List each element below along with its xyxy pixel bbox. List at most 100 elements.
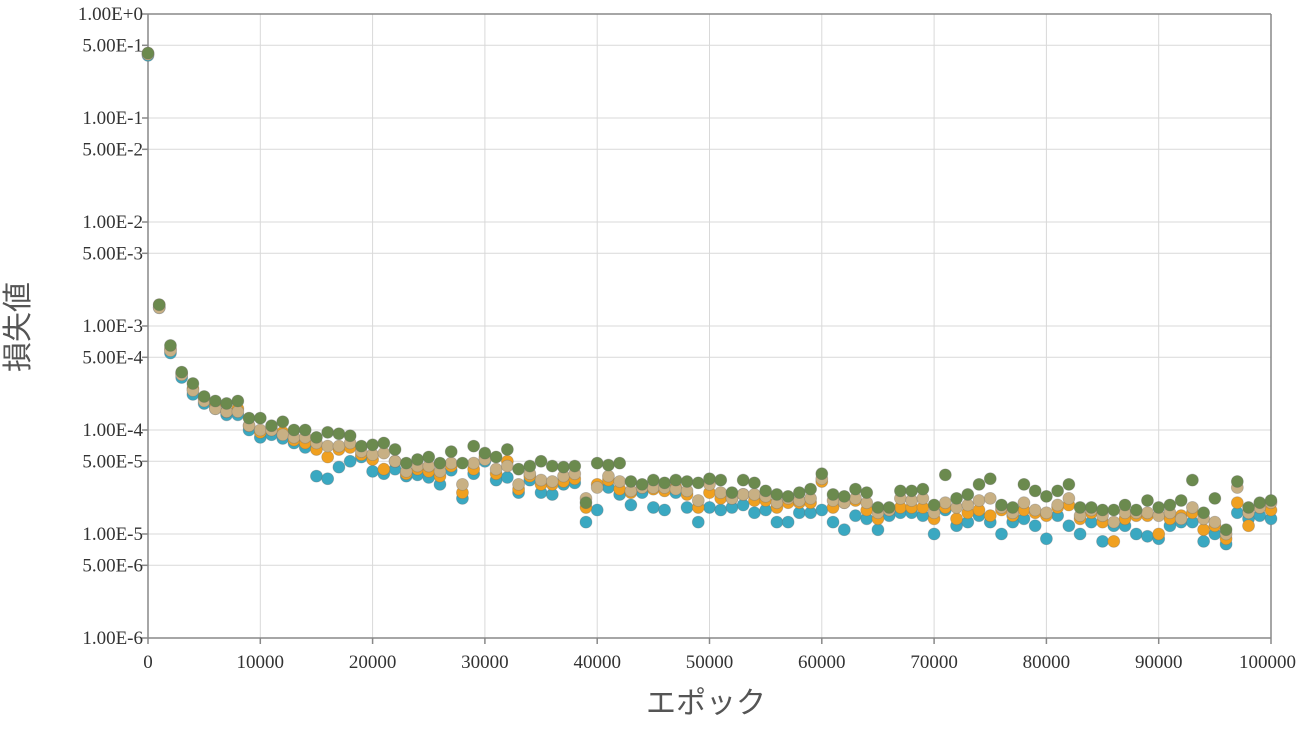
data-point-series-3 <box>276 428 290 442</box>
data-point-series-1 <box>826 515 840 529</box>
x-tick-label: 90000 <box>1135 652 1183 673</box>
data-point-series-4 <box>141 46 155 60</box>
data-point-series-4 <box>534 454 548 468</box>
data-point-series-4 <box>1118 498 1132 512</box>
x-tick-label: 10000 <box>237 652 285 673</box>
data-point-series-4 <box>736 473 750 487</box>
data-point-series-3 <box>736 488 750 501</box>
data-point-series-3 <box>444 456 458 470</box>
data-point-series-4 <box>1040 489 1053 503</box>
y-tick-label: 5.00E-6 <box>82 555 143 576</box>
data-point-series-3 <box>489 462 503 476</box>
data-point-series-1 <box>624 498 638 512</box>
data-point-series-2 <box>950 512 963 526</box>
data-point-series-1 <box>1096 534 1109 548</box>
data-point-series-2 <box>321 450 335 464</box>
axes <box>142 13 1272 644</box>
data-point-series-1 <box>500 471 514 484</box>
data-point-series-3 <box>714 486 728 500</box>
y-tick-label: 5.00E-3 <box>82 243 143 264</box>
data-point-series-4 <box>354 439 368 453</box>
data-point-series-4 <box>1006 501 1020 514</box>
data-point-series-4 <box>1096 503 1109 517</box>
data-point-series-4 <box>175 365 189 379</box>
data-point-series-4 <box>781 489 795 503</box>
y-tick-label: 5.00E-5 <box>82 451 143 472</box>
y-tick-label: 1.00E-5 <box>82 524 143 545</box>
data-point-series-4 <box>770 488 784 501</box>
data-point-series-4 <box>1230 475 1244 488</box>
data-point-series-4 <box>1253 496 1267 510</box>
data-point-series-1 <box>1141 529 1154 543</box>
data-point-series-4 <box>444 445 458 458</box>
data-point-series-1 <box>1062 519 1076 533</box>
y-tick-label: 5.00E-2 <box>82 139 143 160</box>
data-point-series-4 <box>422 450 436 464</box>
data-point-series-4 <box>298 423 312 437</box>
y-tick-label: 5.00E-4 <box>82 347 143 368</box>
data-point-series-4 <box>242 411 256 425</box>
data-point-series-3 <box>1185 501 1199 514</box>
data-point-series-3 <box>1051 498 1065 512</box>
data-point-series-1 <box>815 503 829 517</box>
data-point-series-4 <box>152 298 166 312</box>
data-point-series-1 <box>1129 527 1143 541</box>
data-point-series-3 <box>1062 491 1076 505</box>
data-point-series-4 <box>815 467 829 481</box>
data-point-series-4 <box>602 458 615 472</box>
data-point-series-1 <box>579 515 593 529</box>
data-point-series-3 <box>1107 515 1121 529</box>
data-point-series-1 <box>646 501 660 514</box>
data-point-series-4 <box>860 486 874 500</box>
data-point-series-4 <box>208 394 222 408</box>
data-point-series-4 <box>411 453 424 466</box>
data-point-series-4 <box>894 484 907 498</box>
data-point-series-4 <box>635 477 649 491</box>
data-point-series-3 <box>545 475 559 488</box>
data-point-series-4 <box>1219 523 1233 537</box>
data-point-series-3 <box>1028 503 1042 517</box>
data-point-series-4 <box>568 459 582 473</box>
data-point-series-3 <box>972 494 986 507</box>
data-point-series-4 <box>1017 477 1031 491</box>
data-point-series-4 <box>714 473 728 487</box>
data-point-series-3 <box>467 456 481 470</box>
data-point-series-1 <box>1028 519 1042 533</box>
tick-labels: 1.00E+0 5.00E-1 1.00E-1 5.00E-2 1.00E-2 5.00E… <box>78 4 1296 673</box>
data-point-series-4 <box>433 456 447 470</box>
data-point-series-4 <box>703 472 716 486</box>
data-point-series-4 <box>1185 473 1199 487</box>
y-tick-label: 1.00E-3 <box>82 316 143 337</box>
data-point-series-4 <box>759 484 773 498</box>
data-point-series-4 <box>983 472 997 486</box>
data-point-series-4 <box>995 498 1008 512</box>
data-point-series-1 <box>332 460 346 474</box>
data-point-series-4 <box>1242 501 1255 514</box>
data-point-series-4 <box>882 501 896 514</box>
data-point-series-3 <box>456 477 469 491</box>
data-point-series-4 <box>748 476 761 490</box>
data-point-series-1 <box>871 523 885 537</box>
data-point-series-4 <box>792 486 806 500</box>
x-axis-title: エポック <box>646 686 766 721</box>
data-point-series-4 <box>489 450 503 464</box>
data-point-series-4 <box>1051 484 1065 498</box>
x-tick-label: 80000 <box>1023 652 1071 673</box>
data-point-series-1 <box>781 515 795 529</box>
data-point-series-4 <box>197 390 211 403</box>
y-tick-label: 1.00E+0 <box>78 4 143 25</box>
data-point-series-4 <box>310 430 323 444</box>
data-point-series-4 <box>343 429 357 443</box>
data-point-series-4 <box>1129 503 1143 517</box>
data-point-series-4 <box>1197 506 1211 520</box>
data-point-series-4 <box>366 438 380 452</box>
data-point-series-3 <box>1141 506 1154 520</box>
data-point-series-4 <box>579 496 593 510</box>
data-point-series-4 <box>1141 494 1154 507</box>
y-axis-title: 損失値 <box>1 282 36 372</box>
data-point-series-3 <box>613 475 627 488</box>
data-point-series-4 <box>916 482 930 496</box>
x-tick-label: 30000 <box>461 652 509 673</box>
data-point-series-4 <box>590 456 604 470</box>
data-point-series-4 <box>691 476 705 490</box>
